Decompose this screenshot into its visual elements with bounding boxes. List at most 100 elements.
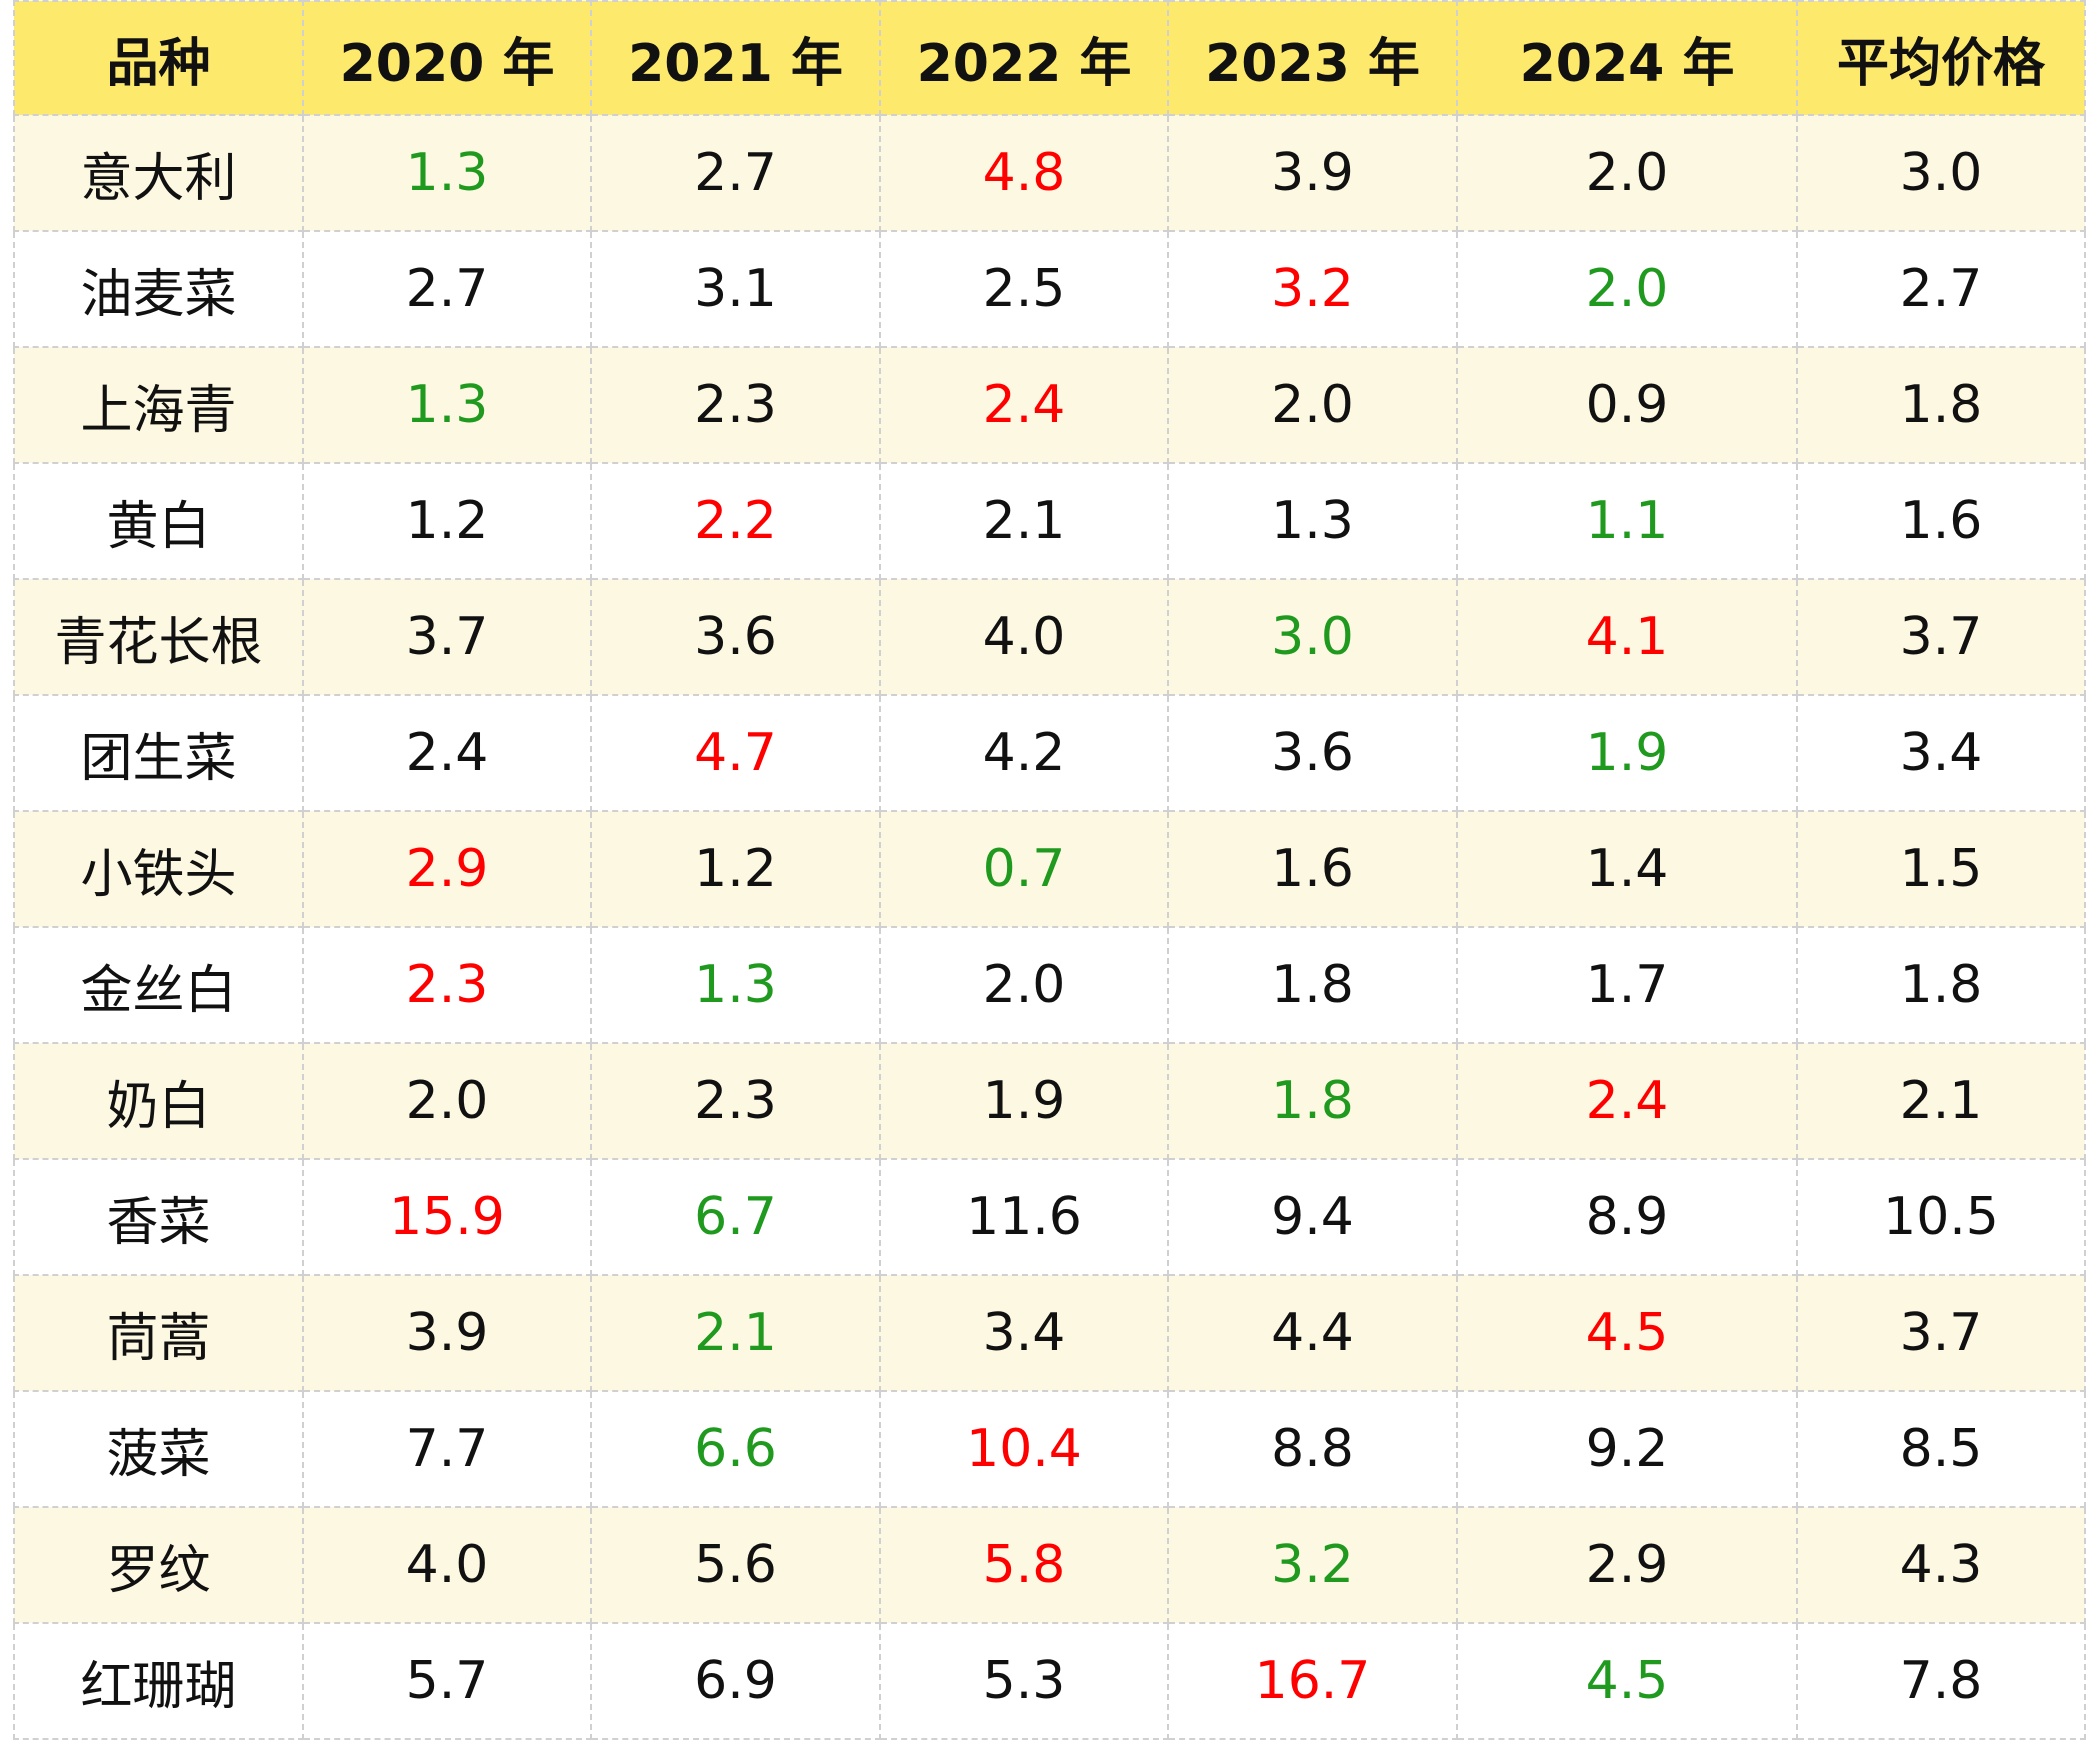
price-cell: 4.7 xyxy=(590,694,881,812)
price-cell: 4.0 xyxy=(879,578,1169,696)
price-cell: 2.9 xyxy=(1456,1506,1798,1624)
price-cell: 8.5 xyxy=(1796,1390,2086,1508)
price-cell: 5.8 xyxy=(879,1506,1169,1624)
price-cell: 3.7 xyxy=(1796,578,2086,696)
price-cell: 3.9 xyxy=(1167,114,1458,232)
price-cell: 4.2 xyxy=(879,694,1169,812)
variety-cell: 青花长根 xyxy=(13,578,304,696)
price-cell: 2.2 xyxy=(590,462,881,580)
price-cell: 3.9 xyxy=(302,1274,592,1392)
variety-cell: 上海青 xyxy=(13,346,304,464)
price-cell: 3.7 xyxy=(302,578,592,696)
price-cell: 4.5 xyxy=(1456,1622,1798,1740)
variety-cell: 小铁头 xyxy=(13,810,304,928)
price-cell: 1.4 xyxy=(1456,810,1798,928)
price-cell: 6.7 xyxy=(590,1158,881,1276)
price-cell: 2.7 xyxy=(590,114,881,232)
header-cell: 2021 年 xyxy=(590,0,881,116)
price-cell: 0.7 xyxy=(879,810,1169,928)
price-cell: 5.6 xyxy=(590,1506,881,1624)
price-cell: 2.1 xyxy=(590,1274,881,1392)
price-cell: 2.0 xyxy=(1456,230,1798,348)
data-row: 菠菜 7.7 6.6 10.4 8.8 9.2 8.5 xyxy=(13,1390,2086,1508)
price-cell: 2.0 xyxy=(302,1042,592,1160)
price-cell: 1.6 xyxy=(1796,462,2086,580)
price-cell: 0.9 xyxy=(1456,346,1798,464)
price-cell: 5.3 xyxy=(879,1622,1169,1740)
price-cell: 15.9 xyxy=(302,1158,592,1276)
price-cell: 2.0 xyxy=(1456,114,1798,232)
data-row: 小铁头 2.9 1.2 0.7 1.6 1.4 1.5 xyxy=(13,810,2086,928)
price-cell: 1.8 xyxy=(1796,926,2086,1044)
price-cell: 3.1 xyxy=(590,230,881,348)
data-row: 金丝白 2.3 1.3 2.0 1.8 1.7 1.8 xyxy=(13,926,2086,1044)
variety-cell: 茼蒿 xyxy=(13,1274,304,1392)
variety-cell: 菠菜 xyxy=(13,1390,304,1508)
variety-cell: 黄白 xyxy=(13,462,304,580)
data-row: 上海青 1.3 2.3 2.4 2.0 0.9 1.8 xyxy=(13,346,2086,464)
header-cell: 2020 年 xyxy=(302,0,592,116)
price-cell: 8.9 xyxy=(1456,1158,1798,1276)
data-row: 茼蒿 3.9 2.1 3.4 4.4 4.5 3.7 xyxy=(13,1274,2086,1392)
variety-cell: 奶白 xyxy=(13,1042,304,1160)
price-cell: 2.3 xyxy=(590,1042,881,1160)
price-cell: 11.6 xyxy=(879,1158,1169,1276)
price-cell: 1.6 xyxy=(1167,810,1458,928)
data-row: 香菜 15.9 6.7 11.6 9.4 8.9 10.5 xyxy=(13,1158,2086,1276)
price-cell: 9.4 xyxy=(1167,1158,1458,1276)
price-cell: 3.0 xyxy=(1167,578,1458,696)
price-cell: 3.6 xyxy=(590,578,881,696)
price-cell: 2.9 xyxy=(302,810,592,928)
variety-cell: 红珊瑚 xyxy=(13,1622,304,1740)
price-cell: 1.8 xyxy=(1167,1042,1458,1160)
header-cell: 平均价格 xyxy=(1796,0,2086,116)
price-cell: 1.3 xyxy=(302,346,592,464)
price-cell: 1.1 xyxy=(1456,462,1798,580)
header-cell: 品种 xyxy=(13,0,304,116)
price-cell: 6.9 xyxy=(590,1622,881,1740)
price-cell: 1.3 xyxy=(1167,462,1458,580)
variety-cell: 团生菜 xyxy=(13,694,304,812)
price-cell: 1.9 xyxy=(1456,694,1798,812)
price-cell: 2.3 xyxy=(302,926,592,1044)
data-row: 团生菜 2.4 4.7 4.2 3.6 1.9 3.4 xyxy=(13,694,2086,812)
price-cell: 10.5 xyxy=(1796,1158,2086,1276)
price-cell: 1.7 xyxy=(1456,926,1798,1044)
price-cell: 3.6 xyxy=(1167,694,1458,812)
variety-cell: 香菜 xyxy=(13,1158,304,1276)
price-cell: 4.1 xyxy=(1456,578,1798,696)
price-cell: 2.3 xyxy=(590,346,881,464)
header-cell: 2022 年 xyxy=(879,0,1169,116)
price-cell: 3.4 xyxy=(879,1274,1169,1392)
price-cell: 1.8 xyxy=(1796,346,2086,464)
variety-cell: 意大利 xyxy=(13,114,304,232)
price-cell: 8.8 xyxy=(1167,1390,1458,1508)
variety-cell: 金丝白 xyxy=(13,926,304,1044)
price-cell: 1.9 xyxy=(879,1042,1169,1160)
price-cell: 5.7 xyxy=(302,1622,592,1740)
header-cell: 2024 年 xyxy=(1456,0,1798,116)
price-cell: 1.3 xyxy=(590,926,881,1044)
price-cell: 2.5 xyxy=(879,230,1169,348)
price-cell: 3.2 xyxy=(1167,230,1458,348)
price-cell: 3.4 xyxy=(1796,694,2086,812)
price-table: 品种 2020 年 2021 年 2022 年 2023 年 2024 年平均价格 意大利 1… xyxy=(13,0,2086,1740)
price-cell: 2.4 xyxy=(1456,1042,1798,1160)
price-cell: 1.5 xyxy=(1796,810,2086,928)
price-cell: 4.4 xyxy=(1167,1274,1458,1392)
data-row: 青花长根 3.7 3.6 4.0 3.0 4.1 3.7 xyxy=(13,578,2086,696)
price-cell: 6.6 xyxy=(590,1390,881,1508)
price-cell: 3.0 xyxy=(1796,114,2086,232)
price-cell: 7.8 xyxy=(1796,1622,2086,1740)
price-cell: 2.7 xyxy=(302,230,592,348)
price-cell: 4.8 xyxy=(879,114,1169,232)
price-cell: 3.7 xyxy=(1796,1274,2086,1392)
price-cell: 1.2 xyxy=(590,810,881,928)
price-cell: 1.8 xyxy=(1167,926,1458,1044)
price-cell: 3.2 xyxy=(1167,1506,1458,1624)
data-row: 红珊瑚 5.7 6.9 5.3 16.7 4.5 7.8 xyxy=(13,1622,2086,1740)
data-row: 奶白 2.0 2.3 1.9 1.8 2.4 2.1 xyxy=(13,1042,2086,1160)
data-row: 黄白 1.2 2.2 2.1 1.3 1.1 1.6 xyxy=(13,462,2086,580)
price-cell: 2.7 xyxy=(1796,230,2086,348)
